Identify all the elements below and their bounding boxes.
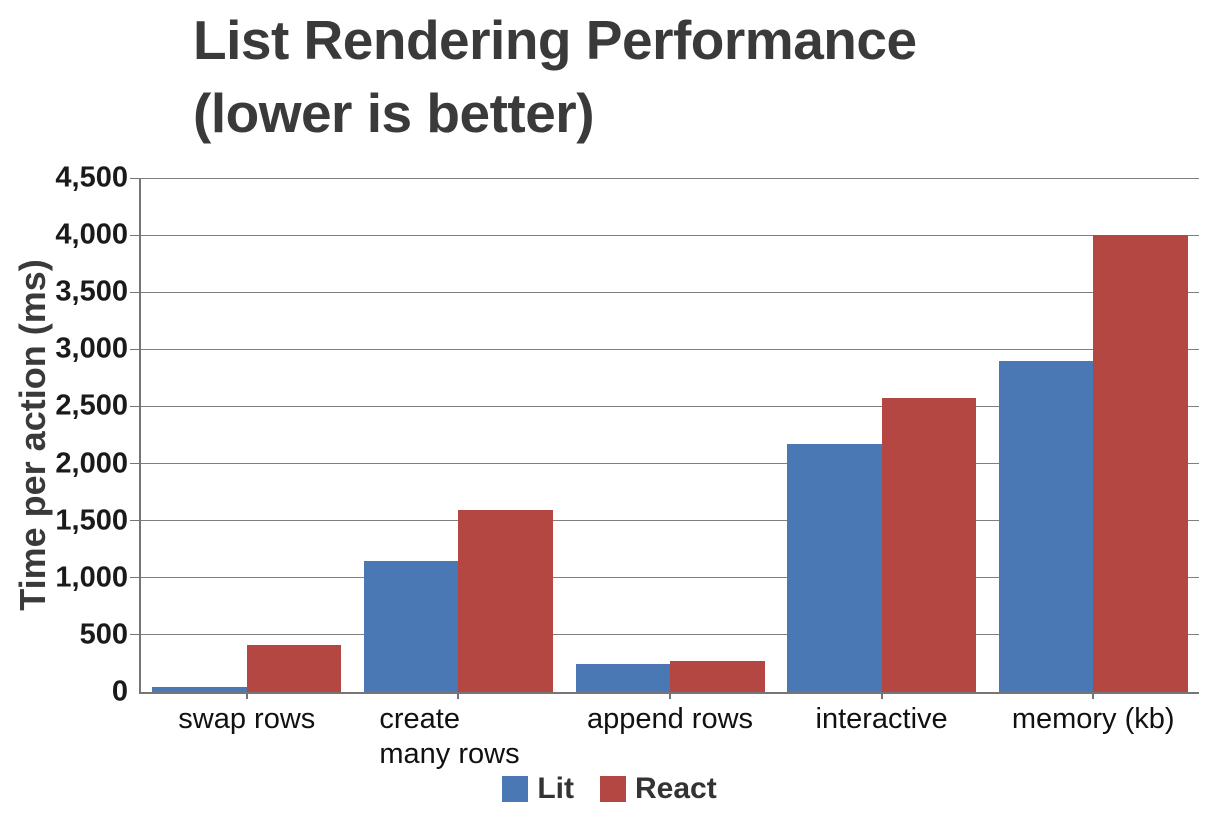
gridline-1000 bbox=[141, 577, 1199, 579]
y-tick-mark-1000 bbox=[130, 577, 140, 579]
legend: Lit React bbox=[0, 772, 1219, 806]
gridline-4000 bbox=[141, 234, 1199, 236]
y-tick-label-2500: 2,500 bbox=[55, 389, 128, 422]
y-tick-mark-4000 bbox=[130, 234, 140, 236]
chart-title: List Rendering Performance (lower is bet… bbox=[193, 4, 917, 150]
gridline-1500 bbox=[141, 520, 1199, 522]
category-label-swap-rows: swap rows bbox=[178, 703, 316, 735]
gridline-2500 bbox=[141, 405, 1199, 407]
bar-react-swap-rows bbox=[246, 645, 342, 692]
category-label-memory-kb-: memory (kb) bbox=[1011, 703, 1175, 735]
bar-lit-append-rows bbox=[575, 664, 670, 692]
gridline-500 bbox=[141, 634, 1199, 636]
y-tick-label-1000: 1,000 bbox=[55, 561, 128, 594]
y-axis-title: Time per action (ms) bbox=[12, 259, 53, 611]
legend-entry-react: React bbox=[599, 772, 717, 806]
y-tick-mark-1500 bbox=[130, 520, 140, 522]
gridline-3500 bbox=[141, 291, 1199, 293]
gridline-2000 bbox=[141, 463, 1199, 465]
gridline-3000 bbox=[141, 348, 1199, 350]
legend-label-react: React bbox=[634, 772, 717, 805]
x-tick-mark-append-rows bbox=[669, 692, 671, 699]
y-tick-mark-500 bbox=[130, 634, 140, 636]
y-tick-mark-2000 bbox=[130, 463, 140, 465]
legend-entry-lit: Lit bbox=[502, 772, 574, 806]
bar-lit-swap-rows bbox=[152, 686, 247, 692]
y-tick-label-2000: 2,000 bbox=[55, 447, 128, 480]
category-label-append-rows: append rows bbox=[586, 703, 754, 735]
bar-lit-interactive bbox=[787, 443, 882, 692]
bar-lit-memory-kb- bbox=[998, 360, 1094, 692]
y-tick-mark-2500 bbox=[130, 405, 140, 407]
y-tick-mark-3000 bbox=[130, 348, 140, 350]
x-tick-mark-create-many-rows bbox=[457, 692, 460, 699]
bar-react-create-many-rows bbox=[458, 510, 553, 692]
bar-react-memory-kb- bbox=[1093, 235, 1188, 692]
y-tick-label-500: 500 bbox=[79, 618, 128, 651]
y-tick-label-3500: 3,500 bbox=[55, 275, 128, 308]
legend-swatch-react bbox=[599, 776, 626, 802]
category-label-create-many-rows: create many rows bbox=[379, 703, 520, 770]
bar-react-append-rows bbox=[670, 660, 765, 692]
y-tick-label-1500: 1,500 bbox=[55, 504, 128, 537]
bar-lit-create-many-rows bbox=[363, 560, 459, 692]
bar-react-interactive bbox=[881, 397, 977, 692]
legend-swatch-lit bbox=[502, 776, 529, 802]
x-tick-mark-memory-kb- bbox=[1092, 692, 1095, 699]
y-tick-mark-4500 bbox=[130, 177, 140, 179]
chart-title-line-1: List Rendering Performance bbox=[193, 9, 917, 71]
legend-label-lit: Lit bbox=[537, 772, 574, 805]
y-tick-label-4500: 4,500 bbox=[55, 161, 128, 194]
x-tick-mark-interactive bbox=[880, 692, 883, 699]
x-tick-mark-swap-rows bbox=[245, 692, 248, 699]
plot-area: 0 500 1,000 1,500 2,000 2,500 3,000 3,500 4,000 4… bbox=[55, 162, 1199, 770]
chart-title-line-2: (lower is better) bbox=[193, 82, 595, 144]
gridline-4500 bbox=[141, 177, 1199, 179]
y-tick-mark-3500 bbox=[130, 291, 140, 293]
y-tick-label-4000: 4,000 bbox=[55, 218, 128, 251]
category-label-interactive: interactive bbox=[815, 703, 948, 735]
y-tick-label-0: 0 bbox=[111, 675, 128, 708]
y-tick-label-3000: 3,000 bbox=[55, 332, 128, 365]
